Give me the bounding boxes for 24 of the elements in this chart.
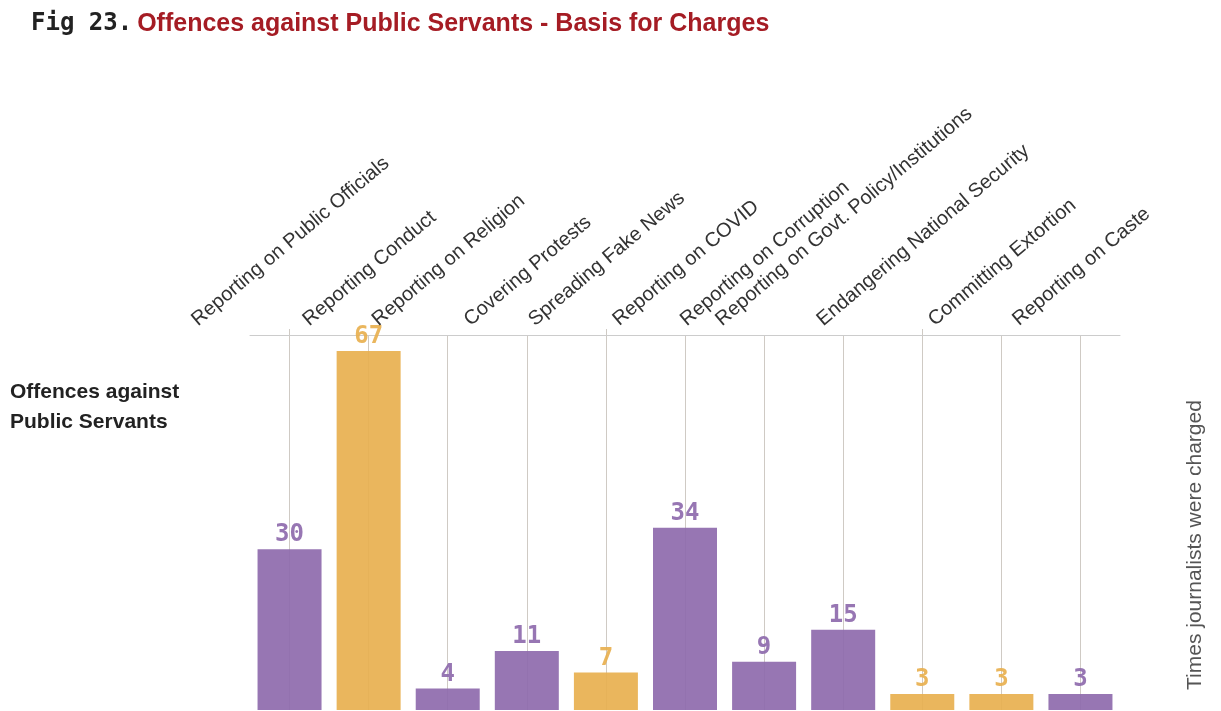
data-label: 3: [1073, 663, 1088, 692]
data-label: 3: [994, 663, 1009, 692]
bar: [494, 651, 559, 710]
y-axis-title: Times journalists were charged: [1182, 400, 1205, 690]
bar: [653, 527, 717, 710]
data-label: 15: [828, 599, 858, 628]
data-label: 7: [598, 642, 614, 671]
bar: [890, 693, 955, 710]
bar: [969, 693, 1034, 710]
data-label: 9: [756, 631, 772, 660]
text: Offences against Public Servants: [10, 378, 186, 432]
bar: [732, 661, 797, 710]
bar: [1048, 693, 1113, 710]
data-label: 3: [915, 663, 930, 692]
data-label: 34: [670, 497, 700, 526]
data-label: 4: [440, 658, 455, 687]
bar: [336, 351, 401, 710]
bar: [257, 549, 322, 710]
chart-title: Fig 23. Offences against Public Servants - Basis for Charges: [31, 7, 770, 36]
bar: [573, 672, 638, 710]
data-label: 30: [275, 519, 304, 548]
bar: [811, 629, 876, 710]
bar: [415, 688, 480, 710]
data-label: 11: [512, 621, 542, 650]
